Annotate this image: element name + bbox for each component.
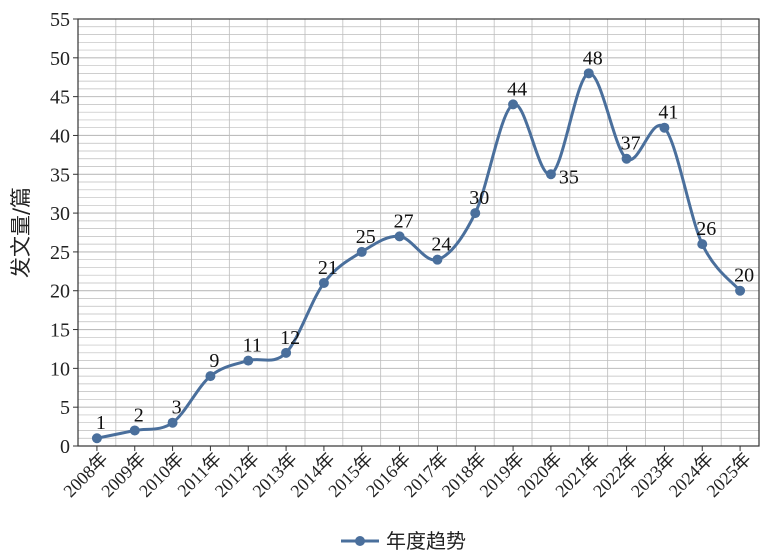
data-label: 1 bbox=[96, 412, 106, 434]
data-point bbox=[470, 208, 481, 219]
data-label: 9 bbox=[209, 350, 219, 372]
data-point bbox=[735, 285, 746, 296]
data-point bbox=[394, 231, 405, 242]
data-label: 30 bbox=[469, 187, 489, 209]
y-tick-label: 0 bbox=[60, 436, 70, 458]
data-label: 44 bbox=[507, 78, 527, 100]
x-axis-ticks: 2008年2009年2010年2011年2012年2013年2014年2015年… bbox=[59, 446, 755, 501]
y-tick-label: 15 bbox=[50, 320, 70, 342]
data-label: 35 bbox=[559, 166, 579, 188]
data-point bbox=[621, 153, 632, 164]
legend: 年度趋势 bbox=[341, 529, 466, 553]
plot-frame bbox=[77, 18, 760, 447]
legend-marker-icon bbox=[355, 536, 365, 546]
data-label: 27 bbox=[394, 210, 414, 232]
y-tick-label: 35 bbox=[50, 164, 70, 186]
data-point bbox=[697, 239, 708, 250]
data-point bbox=[243, 355, 254, 366]
data-point bbox=[545, 169, 556, 180]
y-tick-label: 50 bbox=[50, 48, 70, 70]
y-tick-label: 45 bbox=[50, 87, 70, 109]
data-point bbox=[281, 347, 292, 358]
y-tick-label: 25 bbox=[50, 242, 70, 264]
data-label: 20 bbox=[734, 265, 754, 287]
data-point bbox=[356, 246, 367, 257]
y-tick-label: 40 bbox=[50, 125, 70, 147]
data-point bbox=[91, 433, 102, 444]
y-axis-ticks: 0 5 10 15 20 25 30 35 40 45 50 55 bbox=[50, 9, 78, 458]
data-label: 41 bbox=[658, 102, 678, 124]
data-label: 21 bbox=[318, 257, 338, 279]
y-tick-label: 20 bbox=[50, 281, 70, 303]
data-point bbox=[583, 68, 594, 79]
data-label: 26 bbox=[696, 218, 716, 240]
data-label: 24 bbox=[431, 234, 451, 256]
data-label: 37 bbox=[621, 133, 641, 155]
y-axis-label: 发文量/篇 bbox=[9, 187, 33, 278]
legend-series-name: 年度趋势 bbox=[386, 529, 466, 553]
y-tick-label: 10 bbox=[50, 358, 70, 380]
data-label: 11 bbox=[243, 335, 262, 357]
data-label: 3 bbox=[172, 397, 182, 419]
data-point bbox=[508, 99, 519, 110]
y-tick-label: 30 bbox=[50, 203, 70, 225]
data-label: 48 bbox=[583, 47, 603, 69]
data-point bbox=[129, 425, 140, 436]
y-tick-label: 5 bbox=[60, 397, 70, 419]
grid-lines bbox=[78, 19, 759, 446]
y-tick-label: 55 bbox=[50, 9, 70, 31]
data-point bbox=[167, 417, 178, 428]
data-point bbox=[432, 254, 443, 265]
data-label: 2 bbox=[134, 404, 144, 426]
data-point bbox=[659, 122, 670, 133]
data-points bbox=[91, 68, 746, 444]
data-label: 12 bbox=[280, 327, 300, 349]
data-point bbox=[205, 371, 216, 382]
data-label: 25 bbox=[356, 226, 376, 248]
data-point bbox=[318, 277, 329, 288]
